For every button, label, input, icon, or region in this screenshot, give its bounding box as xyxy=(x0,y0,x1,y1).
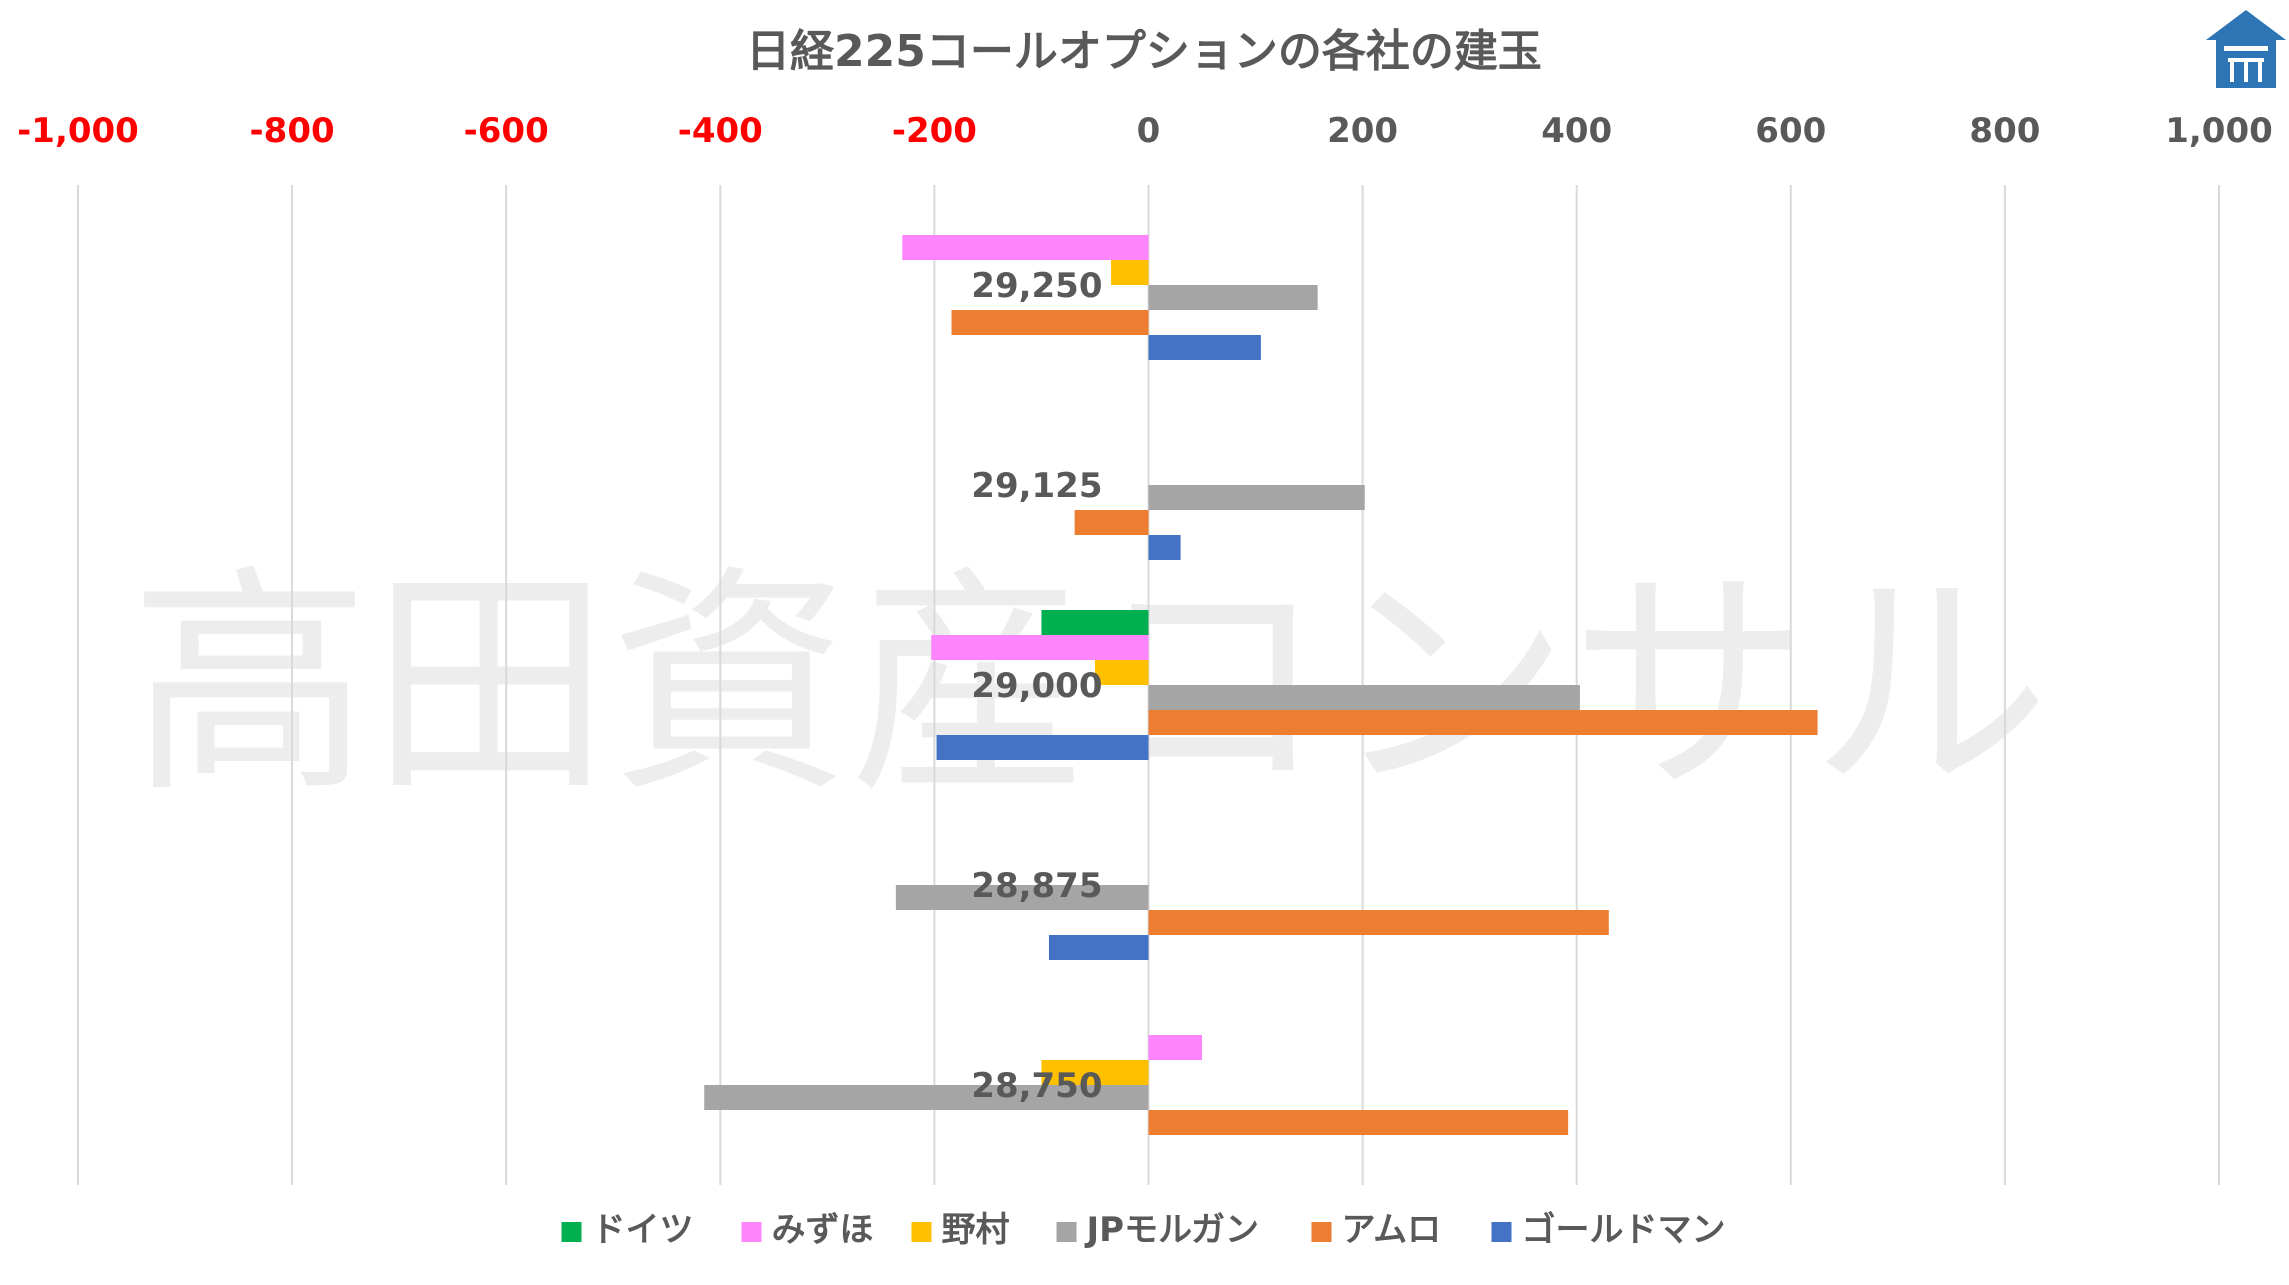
legend-swatch xyxy=(741,1222,762,1242)
legend-label: 野村 xyxy=(942,1210,1010,1250)
legend-label: JPモルガン xyxy=(1085,1210,1260,1250)
category-labels: 29,250 29,125 29,000 28,875 28,750 xyxy=(971,266,1102,1106)
category-label: 29,125 xyxy=(971,466,1102,506)
bar xyxy=(1111,260,1149,285)
legend-label: ゴールドマン xyxy=(1522,1210,1726,1250)
bar xyxy=(936,735,1149,760)
bar xyxy=(1148,1035,1203,1060)
bars-group xyxy=(704,235,1818,1135)
legend-swatch xyxy=(561,1222,582,1242)
bar xyxy=(1148,710,1818,735)
house-logo-icon xyxy=(2206,10,2286,88)
bar xyxy=(1148,335,1261,360)
category-label: 29,250 xyxy=(971,266,1102,306)
x-axis-ticks: -1,000 -800 -600 -400 -200 0 200 400 600 800 1,000 xyxy=(17,111,2273,151)
x-tick-label: -800 xyxy=(250,111,335,151)
chart-title: 日経225コールオプションの各社の建玉 xyxy=(746,26,1542,77)
bar xyxy=(704,1085,1149,1110)
x-tick-label: 1,000 xyxy=(2165,111,2273,151)
x-tick-label: 800 xyxy=(1969,111,2040,151)
legend-label: みずほ xyxy=(772,1210,874,1250)
bar xyxy=(1094,660,1149,685)
bar xyxy=(895,885,1149,910)
bar xyxy=(951,310,1149,335)
bar xyxy=(1148,1110,1569,1135)
legend-swatch xyxy=(1311,1222,1332,1242)
legend-label: ドイツ xyxy=(592,1210,694,1250)
legend-swatch xyxy=(1491,1222,1512,1242)
x-tick-label: -1,000 xyxy=(17,111,139,151)
category-label: 28,750 xyxy=(971,1066,1102,1106)
bar xyxy=(1041,610,1149,635)
bar xyxy=(1148,535,1181,560)
bar xyxy=(1048,935,1149,960)
bar xyxy=(1148,910,1609,935)
bar xyxy=(1148,685,1580,710)
grid-lines xyxy=(77,185,2220,1185)
x-tick-label: 600 xyxy=(1755,111,1826,151)
watermark-text: 高田資産コンサル xyxy=(130,545,2050,825)
legend-swatch xyxy=(1056,1222,1077,1242)
bar xyxy=(1041,1060,1149,1085)
x-tick-label: 0 xyxy=(1137,111,1161,151)
category-label: 28,875 xyxy=(971,866,1102,906)
bar xyxy=(1148,485,1365,510)
category-label: 29,000 xyxy=(971,666,1102,706)
bar xyxy=(1148,285,1318,310)
bar xyxy=(931,635,1149,660)
x-tick-label: -200 xyxy=(892,111,977,151)
legend-swatch xyxy=(911,1222,932,1242)
bar xyxy=(902,235,1149,260)
x-tick-label: 400 xyxy=(1541,111,1612,151)
legend: ドイツ みずほ 野村 JPモルガン アムロ ゴールドマン xyxy=(561,1210,1726,1250)
bar xyxy=(1074,510,1149,535)
legend-label: アムロ xyxy=(1342,1210,1442,1250)
x-tick-label: -600 xyxy=(464,111,549,151)
x-tick-label: -400 xyxy=(678,111,763,151)
x-tick-label: 200 xyxy=(1327,111,1398,151)
